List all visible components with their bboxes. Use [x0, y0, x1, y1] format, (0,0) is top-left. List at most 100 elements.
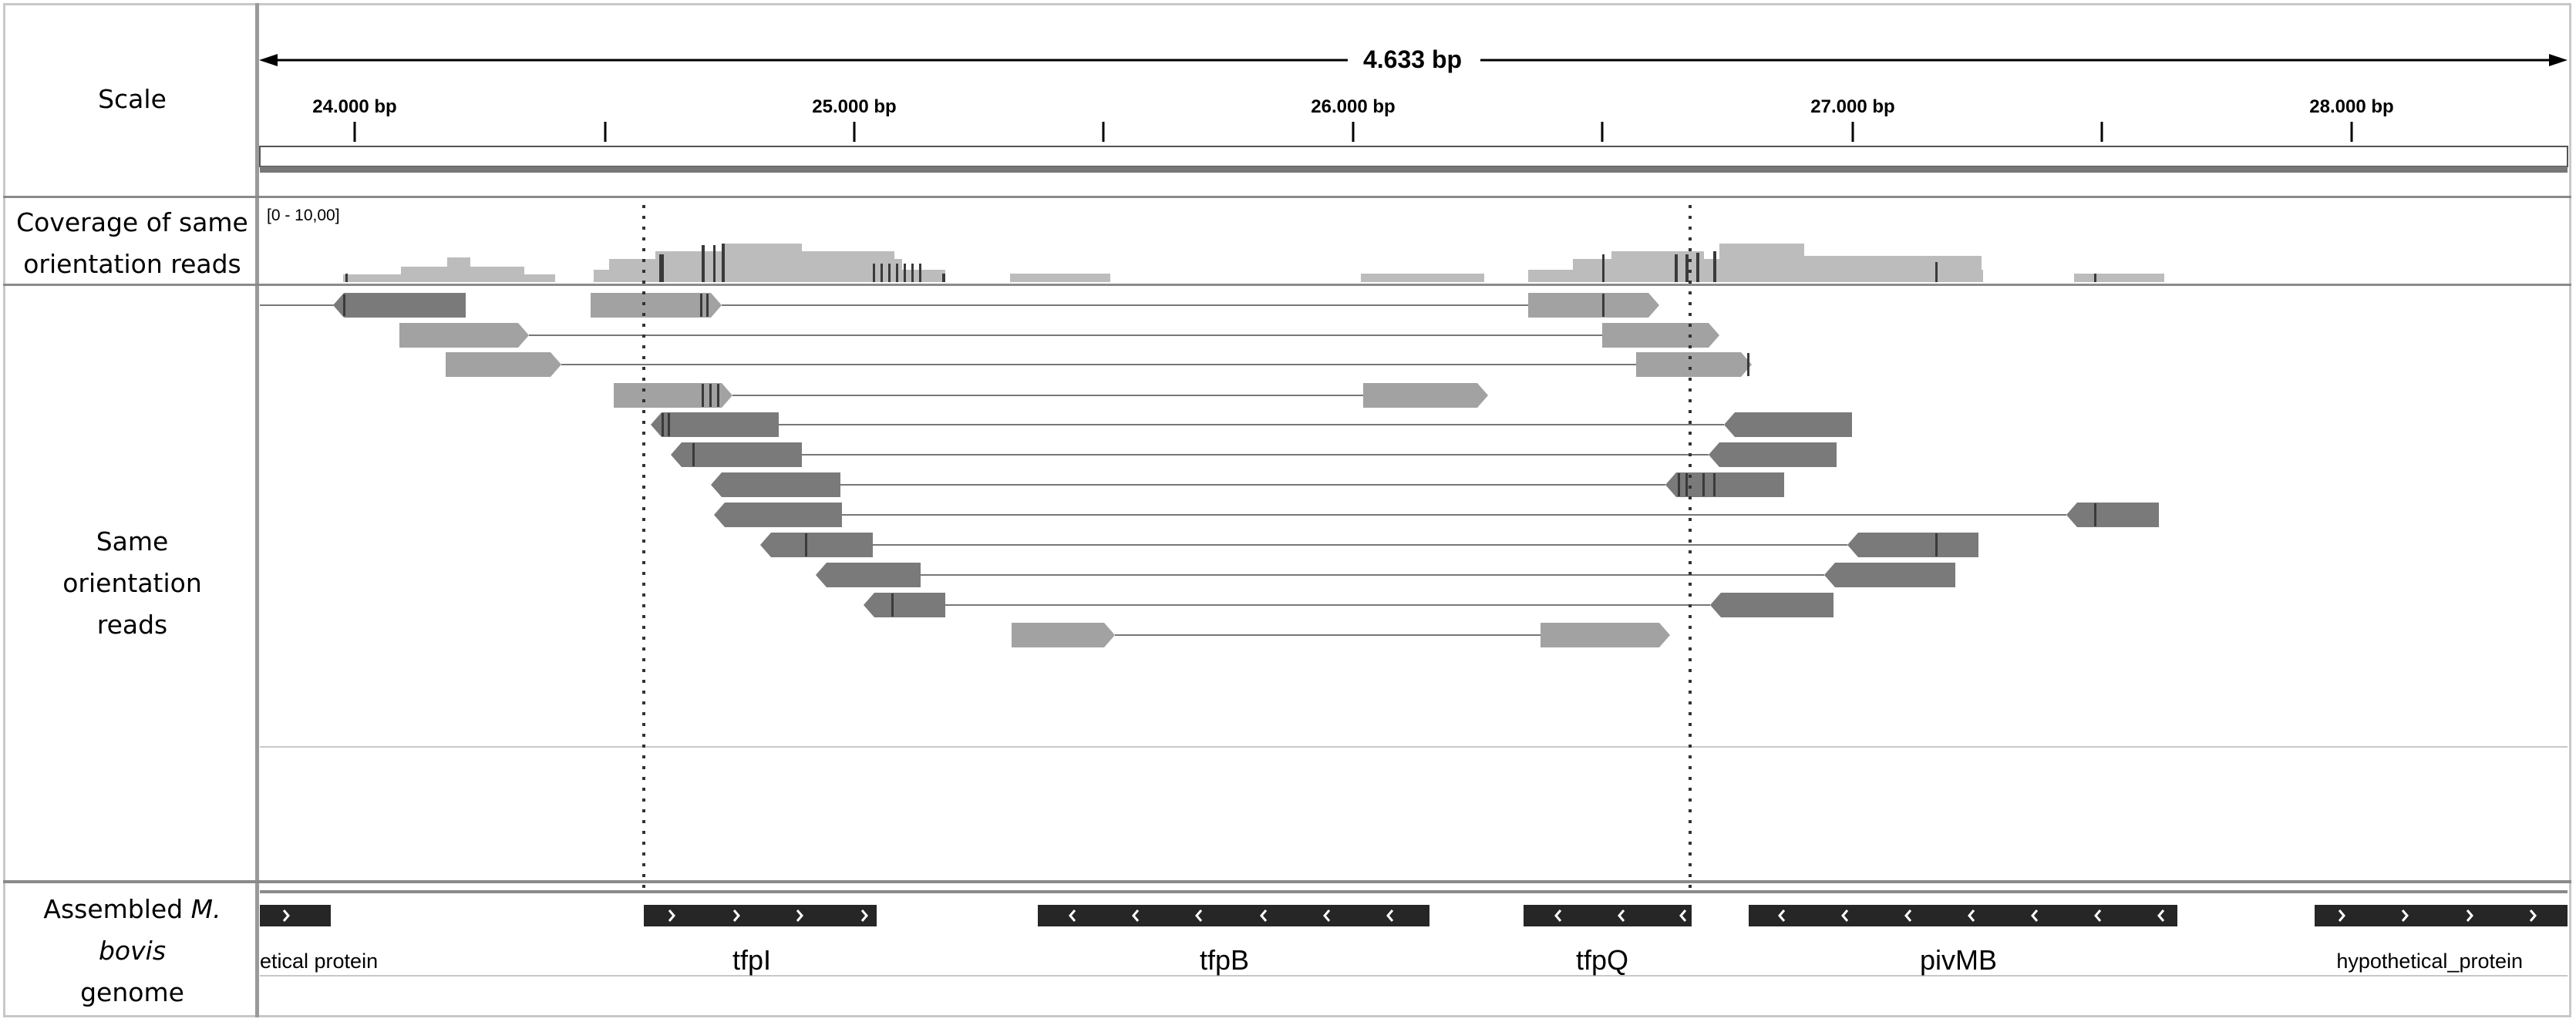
read[interactable]	[1528, 293, 1659, 318]
span-arrow-right	[2549, 54, 2568, 66]
genome-track[interactable]: etical protein tfpI tfpB tfpQ pivMB hypo…	[260, 890, 2568, 977]
gene-label[interactable]: hypothetical_protein	[2336, 950, 2523, 973]
mismatch-mark	[717, 384, 719, 407]
species-name: M. bovis	[98, 894, 221, 966]
chevron-left-icon	[2031, 909, 2039, 922]
mismatch-mark	[1713, 251, 1716, 282]
read[interactable]	[671, 442, 802, 467]
gene-feature[interactable]	[1038, 905, 1429, 926]
tick-label: 27.000 bp	[1810, 96, 1894, 117]
read[interactable]	[864, 593, 945, 617]
gene-feature[interactable]	[1524, 905, 1692, 926]
gene-label[interactable]: etical protein	[260, 950, 378, 973]
read[interactable]	[1602, 323, 1719, 348]
gene-label[interactable]: pivMB	[1920, 944, 1997, 976]
read[interactable]	[399, 323, 529, 348]
gene-feature[interactable]	[644, 905, 877, 926]
chevron-right-icon	[2529, 909, 2537, 922]
mismatch-mark	[873, 264, 875, 282]
tick-marks	[353, 122, 2353, 142]
coverage-track[interactable]: [0 - 10,00]	[267, 207, 2164, 282]
coverage-bar	[848, 251, 894, 282]
chevron-left-icon	[1618, 909, 1625, 922]
chevron-left-icon	[1386, 909, 1394, 922]
chevron-right-icon	[796, 909, 803, 922]
mismatch-mark	[1678, 473, 1680, 496]
strand-arrows	[282, 909, 2537, 922]
mismatch-mark	[706, 294, 709, 317]
genome-track-label: Assembled M. bovis genome	[6, 885, 258, 1017]
mismatch-mark	[1747, 353, 1749, 376]
genome-label-line1: Assembled M. bovis	[43, 894, 221, 966]
mismatch-mark	[722, 244, 725, 282]
coverage-bar	[1010, 274, 1110, 282]
coverage-mismatch-marks	[345, 244, 2096, 282]
scale-track-label: Scale	[6, 3, 258, 196]
gene-feature[interactable]	[2315, 905, 2568, 926]
coverage-bar	[447, 257, 470, 282]
coverage-label-line2: orientation reads	[23, 249, 241, 279]
chevron-left-icon	[1132, 909, 1140, 922]
read[interactable]	[651, 412, 779, 437]
divider-scale[interactable]	[3, 196, 2571, 198]
gene-feature[interactable]	[1749, 905, 2177, 926]
mismatch-mark	[692, 443, 695, 466]
gene-label[interactable]: tfpB	[1200, 944, 1249, 976]
mismatch-mark	[1935, 533, 1938, 556]
read[interactable]	[816, 563, 921, 587]
mismatch-mark	[896, 264, 898, 282]
region-overview-box[interactable]	[259, 146, 2568, 167]
mismatch-mark	[891, 593, 894, 617]
tick-label: 26.000 bp	[1311, 96, 1395, 117]
read[interactable]	[1636, 352, 1752, 377]
chevron-left-icon	[1069, 909, 1076, 922]
read[interactable]	[591, 293, 722, 318]
tick-label: 25.000 bp	[812, 96, 896, 117]
read[interactable]	[760, 533, 873, 557]
read[interactable]	[1012, 623, 1115, 647]
chevron-right-icon	[2466, 909, 2473, 922]
read[interactable]	[2066, 503, 2159, 527]
coverage-bar	[1611, 251, 1704, 282]
read[interactable]	[1847, 533, 1978, 557]
mismatch-mark	[2094, 503, 2096, 526]
chevron-left-icon	[1260, 909, 1268, 922]
read-mismatch-marks	[343, 294, 2096, 617]
gene-feature[interactable]	[260, 905, 331, 926]
chevron-right-icon	[668, 909, 675, 922]
label-column-divider[interactable]	[255, 3, 259, 1017]
divider-coverage[interactable]	[3, 284, 2571, 286]
read[interactable]	[1710, 593, 1834, 617]
mismatch-mark	[1696, 253, 1699, 282]
mismatch-mark	[805, 533, 807, 556]
gene-label[interactable]: tfpI	[732, 944, 771, 976]
track-label-column: Scale Coverage of same orientation reads…	[3, 3, 258, 1017]
read[interactable]	[333, 293, 466, 318]
mismatch-mark	[1685, 473, 1688, 496]
span-arrow-left	[259, 54, 278, 66]
coverage-bar	[1804, 256, 1982, 282]
divider-reads[interactable]	[3, 880, 2571, 883]
gene-label[interactable]: tfpQ	[1576, 944, 1628, 976]
region-overview-bar	[260, 166, 2568, 173]
chevron-left-icon	[2094, 909, 2102, 922]
reads-track[interactable]	[260, 293, 2568, 748]
mismatch-mark	[1602, 294, 1605, 317]
mismatch-mark	[911, 264, 914, 282]
read[interactable]	[1541, 623, 1670, 647]
read[interactable]	[1363, 383, 1488, 408]
read[interactable]	[1709, 442, 1837, 467]
read[interactable]	[1824, 563, 1955, 587]
read[interactable]	[446, 352, 561, 377]
read[interactable]	[711, 472, 840, 497]
scale-track: 4.633 bp 24.000 bp 25.000 bp 26.000 bp 2…	[259, 45, 2568, 173]
mismatch-mark	[881, 264, 883, 282]
read[interactable]	[714, 503, 842, 527]
coverage-bar	[2074, 274, 2164, 282]
genome-track-divider	[260, 890, 2568, 893]
mismatch-mark	[702, 384, 704, 407]
read[interactable]	[1665, 472, 1784, 497]
read[interactable]	[1724, 412, 1852, 437]
read[interactable]	[614, 383, 732, 408]
